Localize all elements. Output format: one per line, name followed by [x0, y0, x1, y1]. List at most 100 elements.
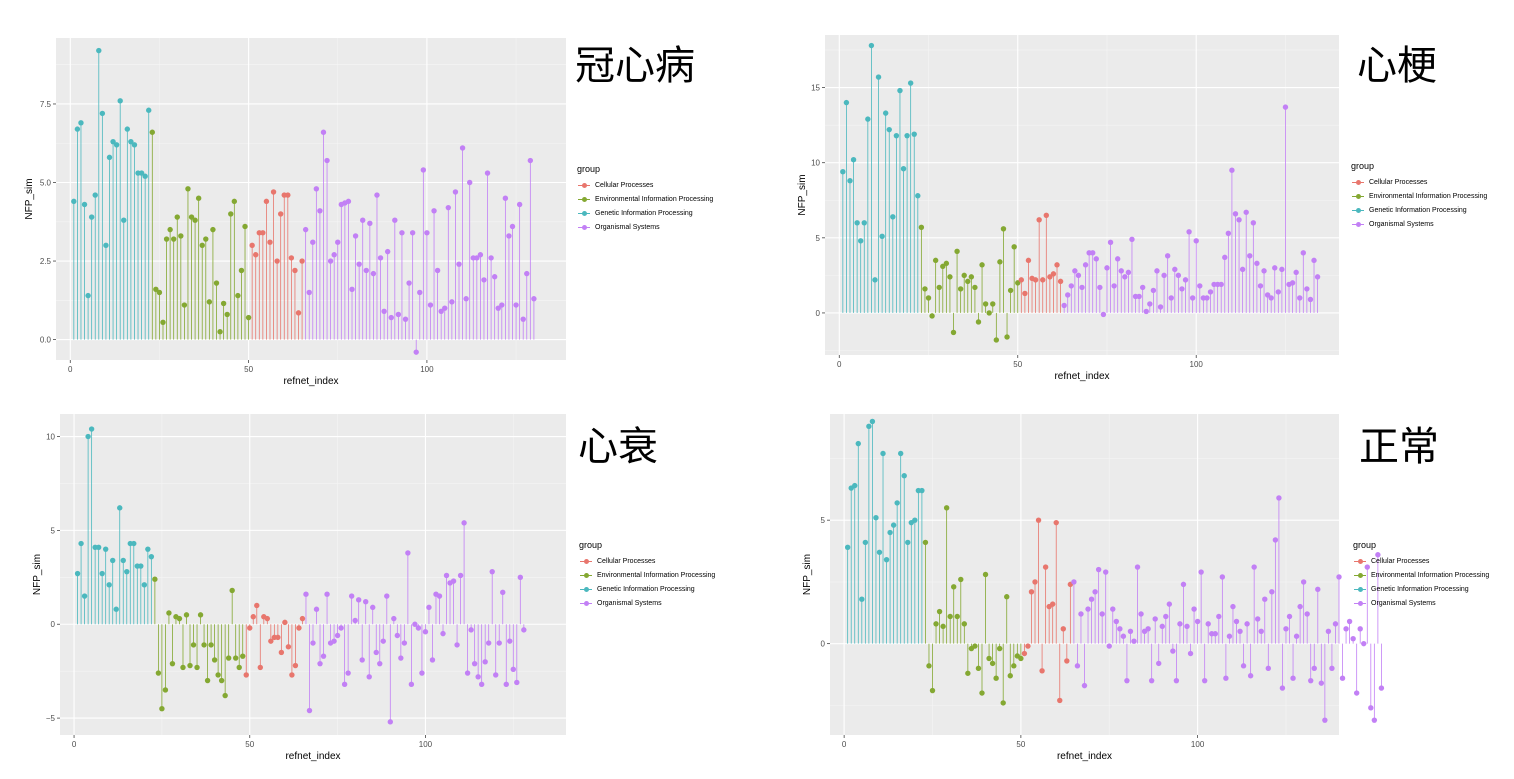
- data-point: [947, 274, 953, 280]
- data-point: [335, 239, 341, 245]
- data-point: [865, 116, 871, 122]
- data-point: [478, 681, 485, 688]
- data-point: [503, 681, 509, 688]
- data-point: [110, 138, 116, 145]
- data-point: [1111, 283, 1117, 289]
- data-point: [840, 169, 846, 175]
- legend-title: group: [579, 540, 603, 550]
- x-tick-label: 50: [244, 365, 253, 374]
- data-point: [1082, 262, 1089, 268]
- data-point: [1127, 628, 1134, 634]
- data-point: [491, 274, 498, 280]
- data-point: [1042, 564, 1049, 570]
- legend-title: group: [577, 164, 601, 174]
- data-point: [292, 662, 299, 669]
- y-tick-label: 0: [816, 309, 821, 318]
- data-point: [1022, 290, 1028, 297]
- data-point: [1336, 574, 1342, 580]
- data-point: [1064, 658, 1070, 664]
- legend-label: Environmental Information Processing: [1371, 571, 1490, 579]
- legend-label: Organismal Systems: [595, 223, 660, 231]
- chart-4-title: 正常: [1359, 424, 1439, 470]
- data-point: [440, 630, 446, 637]
- data-point: [1079, 284, 1085, 291]
- data-point: [496, 640, 502, 646]
- data-point: [454, 642, 460, 648]
- data-point: [282, 619, 288, 626]
- data-point: [117, 505, 123, 511]
- chart-panel-4: 0 50 100 0 5 refnet_index NFP_sim 正常 group Cell…: [757, 387, 1514, 774]
- legend-title: group: [1353, 540, 1377, 550]
- data-point: [521, 627, 527, 633]
- data-point: [1378, 685, 1385, 691]
- data-point: [85, 433, 91, 440]
- data-point: [1197, 283, 1203, 289]
- data-point: [419, 670, 425, 676]
- data-point: [488, 255, 494, 261]
- data-point: [1232, 211, 1239, 217]
- data-point: [110, 557, 116, 564]
- data-point: [1325, 628, 1332, 634]
- data-point: [1229, 167, 1235, 173]
- data-point: [972, 643, 978, 649]
- data-point: [218, 677, 225, 684]
- data-point: [295, 310, 302, 316]
- data-point: [450, 578, 457, 584]
- data-point: [1180, 581, 1187, 588]
- data-point: [434, 267, 441, 274]
- data-point: [961, 272, 967, 279]
- data-point: [890, 214, 896, 220]
- data-point: [1262, 596, 1268, 602]
- data-point: [901, 473, 907, 479]
- data-point: [195, 195, 202, 201]
- data-point: [1240, 663, 1247, 669]
- data-point: [426, 604, 432, 611]
- data-point: [1104, 265, 1110, 271]
- y-tick-label: 10: [811, 159, 820, 168]
- data-point: [370, 604, 376, 611]
- legend-label: Organismal Systems: [597, 599, 662, 607]
- data-point: [1250, 220, 1257, 226]
- data-point: [131, 540, 137, 547]
- data-point: [926, 663, 932, 669]
- legend-item: Environmental Information Processing: [577, 192, 713, 206]
- data-point: [982, 301, 989, 307]
- data-point: [355, 597, 362, 603]
- data-point: [1032, 579, 1038, 585]
- data-point: [993, 337, 1000, 343]
- data-point: [313, 186, 320, 192]
- data-point: [506, 233, 512, 239]
- data-point: [331, 252, 337, 258]
- data-point: [1226, 633, 1233, 639]
- data-point: [1276, 495, 1282, 501]
- data-point: [1114, 256, 1121, 262]
- data-point: [395, 311, 402, 318]
- y-tick-label: 0.0: [40, 336, 52, 345]
- chart-1-svg: 0 50 100 0.0 2.5 5.0 7.5 refnet_index NFP_sim: [24, 38, 566, 387]
- data-point: [194, 664, 200, 671]
- data-point: [1110, 606, 1116, 612]
- data-point: [220, 300, 227, 307]
- y-tick-label: 5: [816, 234, 821, 243]
- data-point: [217, 329, 223, 335]
- data-point: [124, 126, 131, 132]
- chart-2-svg: 0 50 100 0 5 10 15 refnet_index NFP_sim: [797, 35, 1339, 382]
- data-point: [1297, 603, 1303, 610]
- data-point: [1004, 334, 1010, 340]
- data-point: [232, 655, 239, 661]
- data-point: [1163, 613, 1169, 620]
- legend-item: Environmental Information Processing: [579, 568, 715, 582]
- data-point: [277, 211, 284, 217]
- data-point: [1118, 268, 1124, 274]
- data-point: [249, 242, 255, 249]
- data-point: [360, 217, 366, 223]
- data-point: [958, 576, 964, 583]
- data-point: [225, 655, 232, 661]
- chart-3-svg: 0 50 100 −5 0 5 10 refnet_index NFP_sim: [32, 414, 566, 762]
- data-point: [1159, 623, 1165, 630]
- data-point: [74, 126, 81, 132]
- data-point: [879, 233, 885, 240]
- data-point: [229, 587, 235, 594]
- data-point: [163, 236, 170, 242]
- data-point: [485, 640, 492, 646]
